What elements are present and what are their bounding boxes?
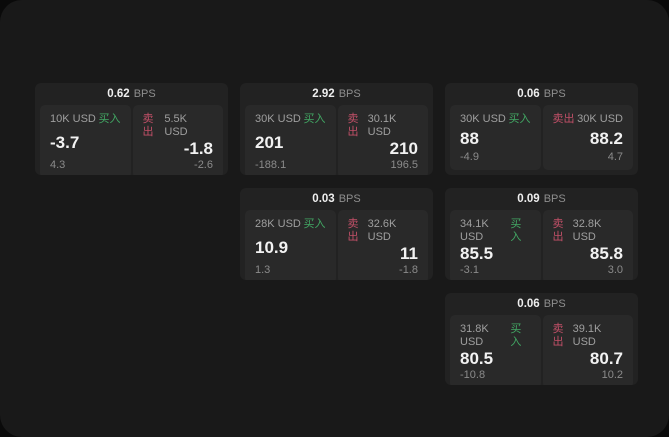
buy-delta: -188.1: [255, 159, 287, 171]
sell-price: 210: [389, 139, 418, 158]
buy-tag: 买入: [508, 113, 531, 125]
sell-quote-panel[interactable]: 卖出 30K USD 88.2 4.7: [542, 105, 633, 170]
card-body: 28K USD 买入 10.9 1.3 卖出 32.6K USD 11 -1.8: [240, 210, 433, 280]
quote-card: 2.92 BPS 30K USD 买入 201 -188.1 卖出 30.1K …: [240, 83, 433, 175]
sell-price: 80.7: [589, 349, 623, 368]
buy-delta: 1.3: [255, 264, 271, 276]
sell-tag: 卖出: [142, 113, 154, 138]
bps-unit-label: BPS: [543, 88, 566, 100]
buy-tag: 买入: [303, 113, 326, 125]
sell-amount: 5.5K USD: [164, 113, 188, 138]
sell-quote-panel[interactable]: 卖出 32.6K USD 11 -1.8: [337, 210, 428, 280]
buy-quote-panel[interactable]: 31.8K USD 买入 80.5 -10.8: [450, 315, 541, 385]
sell-tag: 卖出: [552, 113, 575, 125]
buy-price: -3.7: [50, 132, 80, 152]
buy-quote-panel[interactable]: 28K USD 买入 10.9 1.3: [245, 210, 336, 280]
card-body: 30K USD 买入 88 -4.9 卖出 30K USD 88.2 4.7: [445, 105, 638, 175]
bps-unit-label: BPS: [338, 193, 361, 205]
card-header: 0.03 BPS: [240, 188, 433, 210]
bps-spread-value: 2.92: [312, 88, 335, 100]
sell-quote-panel[interactable]: 卖出 5.5K USD -1.8 -2.6: [132, 105, 223, 175]
sell-tag: 卖出: [347, 113, 359, 138]
buy-quote-panel[interactable]: 10K USD 买入 -3.7 4.3: [40, 105, 131, 175]
card-body: 10K USD 买入 -3.7 4.3 卖出 5.5K USD -1.8 -2.…: [35, 105, 228, 175]
bps-unit-label: BPS: [543, 193, 566, 205]
buy-quote-panel[interactable]: 30K USD 买入 88 -4.9: [450, 105, 541, 170]
bps-spread-value: 0.03: [312, 193, 335, 205]
sell-quote-panel[interactable]: 卖出 30.1K USD 210 196.5: [337, 105, 428, 175]
sell-tag: 卖出: [552, 323, 564, 348]
sell-amount: 30.1K USD: [367, 113, 397, 138]
buy-delta: -4.9: [460, 151, 479, 163]
sell-quote-panel[interactable]: 卖出 39.1K USD 80.7 10.2: [542, 315, 633, 385]
buy-delta: 4.3: [50, 159, 66, 171]
buy-delta: -10.8: [460, 369, 486, 381]
sell-tag: 卖出: [552, 218, 564, 243]
buy-amount: 30K USD: [255, 113, 301, 125]
sell-amount: 30K USD: [577, 113, 623, 125]
buy-tag: 买入: [510, 218, 522, 243]
buy-amount: 28K USD: [255, 218, 301, 230]
buy-amount: 30K USD: [460, 113, 506, 125]
bps-unit-label: BPS: [338, 88, 361, 100]
buy-amount: 31.8K USD: [460, 323, 489, 348]
buy-tag: 买入: [510, 323, 522, 348]
card-header: 0.62 BPS: [35, 83, 228, 105]
bps-spread-value: 0.06: [517, 298, 540, 310]
buy-quote-panel[interactable]: 34.1K USD 买入 85.5 -3.1: [450, 210, 541, 280]
sell-delta: 3.0: [607, 264, 623, 276]
sell-amount: 32.6K USD: [367, 218, 397, 243]
bps-spread-value: 0.06: [517, 88, 540, 100]
sell-quote-panel[interactable]: 卖出 32.8K USD 85.8 3.0: [542, 210, 633, 280]
card-header: 2.92 BPS: [240, 83, 433, 105]
sell-delta: -2.6: [194, 159, 213, 171]
quote-card-grid: 0.62 BPS 10K USD 买入 -3.7 4.3 卖出 5.5K USD: [35, 83, 638, 385]
card-header: 0.06 BPS: [445, 293, 638, 315]
buy-tag: 买入: [303, 218, 326, 230]
quote-card: 0.06 BPS 31.8K USD 买入 80.5 -10.8 卖出 39.1…: [445, 293, 638, 385]
buy-price: 201: [255, 132, 284, 152]
quote-card: 0.09 BPS 34.1K USD 买入 85.5 -3.1 卖出 32.8K…: [445, 188, 638, 280]
buy-price: 80.5: [460, 349, 494, 368]
quote-card: 0.06 BPS 30K USD 买入 88 -4.9 卖出 30K USD: [445, 83, 638, 175]
bps-unit-label: BPS: [543, 298, 566, 310]
card-body: 34.1K USD 买入 85.5 -3.1 卖出 32.8K USD 85.8…: [445, 210, 638, 280]
buy-tag: 买入: [98, 113, 121, 125]
quote-card: 0.62 BPS 10K USD 买入 -3.7 4.3 卖出 5.5K USD: [35, 83, 228, 175]
buy-price: 88: [460, 128, 479, 148]
sell-delta: 4.7: [607, 151, 623, 163]
quote-card: 0.03 BPS 28K USD 买入 10.9 1.3 卖出 32.6K US…: [240, 188, 433, 280]
buy-delta: -3.1: [460, 264, 479, 276]
sell-tag: 卖出: [347, 218, 359, 243]
buy-quote-panel[interactable]: 30K USD 买入 201 -188.1: [245, 105, 336, 175]
card-header: 0.06 BPS: [445, 83, 638, 105]
sell-delta: 10.2: [601, 369, 623, 381]
sell-price: -1.8: [183, 139, 213, 158]
sell-delta: 196.5: [390, 159, 418, 171]
buy-amount: 10K USD: [50, 113, 96, 125]
sell-delta: -1.8: [399, 264, 418, 276]
bps-unit-label: BPS: [133, 88, 156, 100]
bps-spread-value: 0.62: [107, 88, 130, 100]
buy-amount: 34.1K USD: [460, 218, 489, 243]
sell-amount: 39.1K USD: [572, 323, 602, 348]
buy-price: 10.9: [255, 237, 289, 257]
sell-amount: 32.8K USD: [572, 218, 602, 243]
bps-spread-value: 0.09: [517, 193, 540, 205]
sell-price: 85.8: [589, 244, 623, 263]
sell-price: 88.2: [589, 128, 623, 148]
card-body: 30K USD 买入 201 -188.1 卖出 30.1K USD 210 1…: [240, 105, 433, 175]
sell-price: 11: [400, 244, 418, 263]
card-header: 0.09 BPS: [445, 188, 638, 210]
buy-price: 85.5: [460, 244, 494, 263]
card-body: 31.8K USD 买入 80.5 -10.8 卖出 39.1K USD 80.…: [445, 315, 638, 385]
